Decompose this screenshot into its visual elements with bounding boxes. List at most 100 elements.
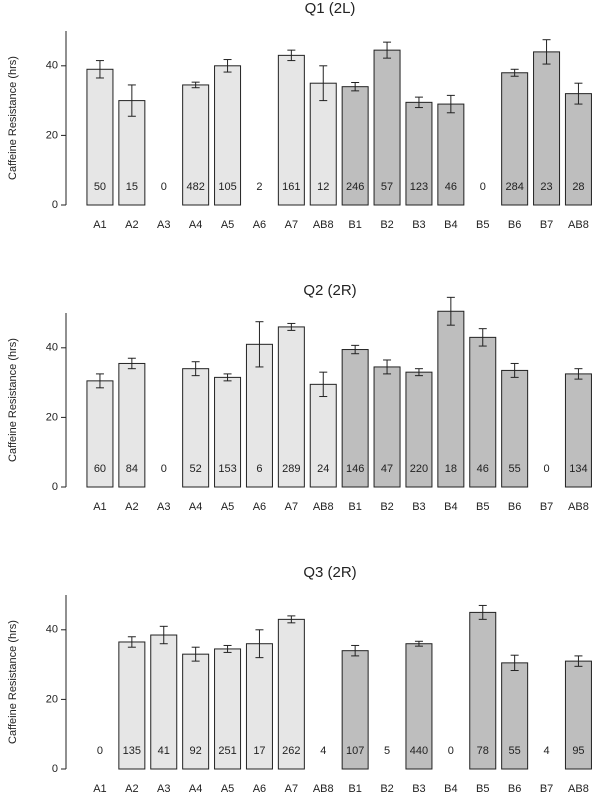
count-label: 15 [126, 181, 138, 193]
count-label: 47 [381, 463, 393, 475]
count-label: 46 [477, 463, 489, 475]
x-tick-label: B4 [444, 219, 457, 231]
count-label: 92 [190, 745, 202, 757]
x-tick-label: A4 [189, 219, 202, 231]
x-tick-label: A7 [285, 501, 298, 513]
count-label: 0 [448, 745, 454, 757]
count-label: 440 [410, 745, 428, 757]
x-tick-label: A6 [253, 219, 266, 231]
x-tick-label: A2 [125, 219, 138, 231]
count-label: 17 [253, 745, 265, 757]
count-label: 246 [346, 181, 364, 193]
bar [501, 72, 529, 206]
bar [405, 371, 433, 488]
count-label: 52 [190, 463, 202, 475]
y-tick-label: 20 [46, 129, 58, 141]
x-tick-label: AB8 [568, 783, 589, 795]
y-tick-label: 40 [46, 342, 58, 354]
y-tick-label: 0 [52, 481, 58, 493]
x-tick-label: A1 [93, 219, 106, 231]
bar [501, 662, 529, 770]
count-label: 107 [346, 745, 364, 757]
y-tick-label: 0 [52, 199, 58, 211]
x-tick-label: B5 [476, 501, 489, 513]
x-tick-label: AB8 [568, 501, 589, 513]
x-tick-label: A6 [253, 501, 266, 513]
bar [182, 653, 210, 770]
count-label: 95 [572, 745, 584, 757]
count-label: 24 [317, 463, 329, 475]
bar [564, 373, 592, 488]
x-tick-label: B3 [412, 219, 425, 231]
x-tick-label: A3 [157, 501, 170, 513]
x-tick-label: B3 [412, 783, 425, 795]
x-tick-label: B1 [348, 783, 361, 795]
bar [118, 641, 146, 770]
x-tick-label: A6 [253, 783, 266, 795]
bar [245, 643, 273, 770]
bar [277, 618, 305, 770]
count-label: 289 [282, 463, 300, 475]
bar [309, 383, 337, 488]
x-tick-label: A7 [285, 783, 298, 795]
x-tick-label: B6 [508, 783, 521, 795]
bar [437, 103, 465, 206]
bar [341, 86, 369, 206]
count-label: 78 [477, 745, 489, 757]
y-axis-label: Caffeine Resistance (hrs) [7, 56, 19, 180]
count-label: 6 [256, 463, 262, 475]
count-label: 0 [97, 745, 103, 757]
x-tick-label: A3 [157, 219, 170, 231]
chart-title: Q1 (2L) [305, 0, 356, 17]
count-label: 0 [161, 463, 167, 475]
count-label: 0 [543, 463, 549, 475]
bar [182, 84, 210, 206]
count-label: 262 [282, 745, 300, 757]
x-tick-label: B6 [508, 501, 521, 513]
bar [182, 368, 210, 488]
count-label: 0 [480, 181, 486, 193]
x-tick-label: A4 [189, 501, 202, 513]
x-tick-label: A1 [93, 501, 106, 513]
x-tick-label: B1 [348, 219, 361, 231]
bar [277, 326, 305, 488]
count-label: 50 [94, 181, 106, 193]
x-tick-label: AB8 [313, 501, 334, 513]
x-tick-label: B1 [348, 501, 361, 513]
bar [373, 49, 401, 206]
x-tick-label: AB8 [313, 219, 334, 231]
count-label: 146 [346, 463, 364, 475]
count-label: 123 [410, 181, 428, 193]
count-label: 84 [126, 463, 138, 475]
bar [405, 101, 433, 206]
y-axis-label: Caffeine Resistance (hrs) [7, 620, 19, 744]
y-tick-label: 20 [46, 693, 58, 705]
bar [86, 68, 114, 206]
count-label: 46 [445, 181, 457, 193]
y-tick-label: 40 [46, 624, 58, 636]
bar [245, 343, 273, 488]
count-label: 4 [320, 745, 326, 757]
count-label: 105 [218, 181, 236, 193]
bar [564, 93, 592, 206]
x-tick-label: A2 [125, 783, 138, 795]
bar [469, 336, 497, 488]
x-tick-label: B4 [444, 501, 457, 513]
count-label: 0 [161, 181, 167, 193]
y-tick-label: 40 [46, 60, 58, 72]
bar [341, 650, 369, 770]
bar [214, 65, 242, 206]
x-tick-label: B6 [508, 219, 521, 231]
y-tick-label: 20 [46, 411, 58, 423]
count-label: 12 [317, 181, 329, 193]
x-tick-label: B4 [444, 783, 457, 795]
chart-title: Q2 (2R) [303, 282, 356, 299]
bar [373, 366, 401, 488]
x-tick-label: A5 [221, 501, 234, 513]
x-tick-label: B2 [380, 219, 393, 231]
x-tick-label: A2 [125, 501, 138, 513]
count-label: 220 [410, 463, 428, 475]
count-label: 5 [384, 745, 390, 757]
x-tick-label: AB8 [313, 783, 334, 795]
